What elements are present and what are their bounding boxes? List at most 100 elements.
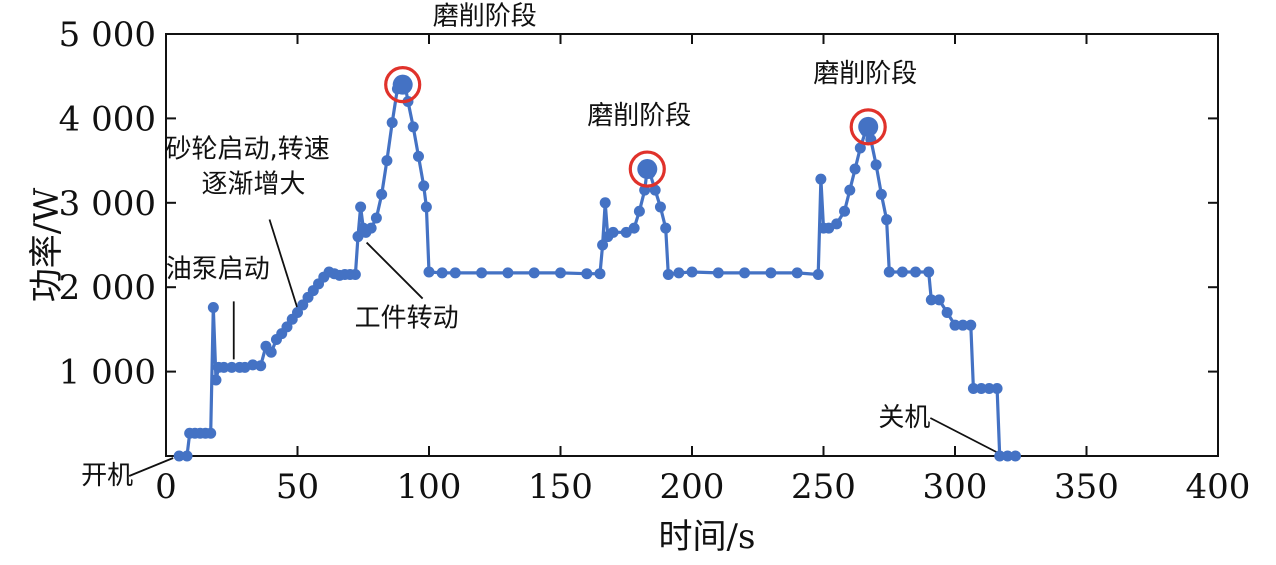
data-point (599, 197, 611, 209)
data-point (207, 301, 219, 313)
y-tick-label: 5 000 (59, 15, 156, 55)
data-point (965, 319, 977, 331)
data-point (941, 307, 953, 319)
data-point (673, 267, 685, 279)
data-point (875, 188, 887, 200)
data-point (654, 201, 666, 213)
data-point (355, 201, 367, 213)
x-tick-label: 150 (528, 467, 593, 507)
data-point (812, 269, 824, 281)
peak-highlight-circle (849, 108, 887, 146)
data-point (957, 319, 969, 331)
data-point (991, 382, 1003, 394)
peak-point (858, 116, 879, 137)
data-point (218, 361, 230, 373)
data-point (849, 163, 861, 175)
annotation-leaders (128, 219, 997, 477)
annotation-label: 磨削阶段 (433, 2, 537, 32)
data-point (896, 266, 908, 278)
data-point (1009, 450, 1021, 462)
data-point (686, 266, 698, 278)
data-point (933, 294, 945, 306)
x-tick-label: 350 (1054, 467, 1119, 507)
x-tick-label: 0 (155, 467, 177, 507)
annotation-label: 开机 (81, 461, 133, 491)
data-point (983, 382, 995, 394)
data-point (967, 382, 979, 394)
y-tick-label: 2 000 (59, 268, 156, 308)
data-point (226, 361, 238, 373)
data-point (870, 159, 882, 171)
data-point (994, 450, 1006, 462)
data-point (370, 212, 382, 224)
x-tick-label: 50 (276, 467, 319, 507)
tick-labels: 0 50 100 150 200 250 300 350 400 1 000 2 000 3 000 4… (59, 15, 1251, 507)
axis-ticks (166, 34, 1218, 456)
data-point (923, 266, 935, 278)
annotation-label: 关机 (878, 403, 930, 433)
peak-markers (384, 66, 887, 188)
x-tick-label: 200 (660, 467, 725, 507)
peak-point (392, 74, 413, 95)
annotation-label: 油泵启动 (166, 254, 270, 284)
data-point (181, 450, 193, 462)
data-point (881, 214, 893, 226)
data-point (1002, 450, 1014, 462)
data-point (376, 188, 388, 200)
data-point (594, 268, 606, 280)
series-group (173, 79, 1021, 462)
peak-highlight-circle (628, 150, 666, 188)
annotation-leader-line (365, 241, 424, 300)
y-tick-label: 1 000 (59, 353, 156, 393)
annotation-label: 逐渐增大 (202, 170, 306, 200)
data-point (420, 201, 432, 213)
data-point (628, 222, 640, 234)
x-tick-label: 400 (1186, 467, 1251, 507)
data-point (423, 266, 435, 278)
data-point (949, 319, 961, 331)
data-point (815, 173, 827, 185)
data-point (925, 294, 937, 306)
data-point (349, 269, 361, 281)
data-point (205, 427, 217, 439)
data-point (597, 239, 609, 251)
data-point (449, 267, 461, 279)
peak-point (637, 159, 658, 180)
data-point (975, 382, 987, 394)
data-point (660, 222, 672, 234)
data-point (662, 269, 674, 281)
y-tick-label: 3 000 (59, 184, 156, 224)
plot-frame (165, 33, 1219, 457)
annotation-label: 磨削阶段 (813, 59, 917, 89)
data-point (844, 184, 856, 196)
data-point (407, 121, 419, 133)
data-point (365, 222, 377, 234)
x-tick-label: 100 (397, 467, 462, 507)
data-point (739, 267, 751, 279)
x-tick-label: 250 (791, 467, 856, 507)
data-point (649, 184, 661, 196)
data-point (633, 205, 645, 217)
data-point (581, 268, 593, 280)
data-point (412, 150, 424, 162)
data-point (476, 267, 488, 279)
annotation-label: 砂轮启动,转速 (166, 135, 330, 165)
annotation-leader-line (128, 457, 174, 477)
annotation-label: 磨削阶段 (587, 101, 691, 131)
data-point (436, 267, 448, 279)
x-axis-title: 时间/s (659, 517, 756, 557)
data-point (255, 360, 267, 372)
peak-highlight-circle (384, 66, 422, 104)
annotation-leader-line (929, 417, 997, 453)
data-point (381, 155, 393, 167)
data-point (555, 267, 566, 279)
data-point (910, 266, 922, 278)
y-tick-label: 4 000 (59, 99, 156, 139)
data-point (418, 180, 430, 192)
data-point (765, 267, 777, 279)
data-point (712, 267, 724, 279)
data-point (210, 374, 222, 386)
annotation-label: 工件转动 (355, 304, 459, 334)
data-point (607, 226, 619, 238)
